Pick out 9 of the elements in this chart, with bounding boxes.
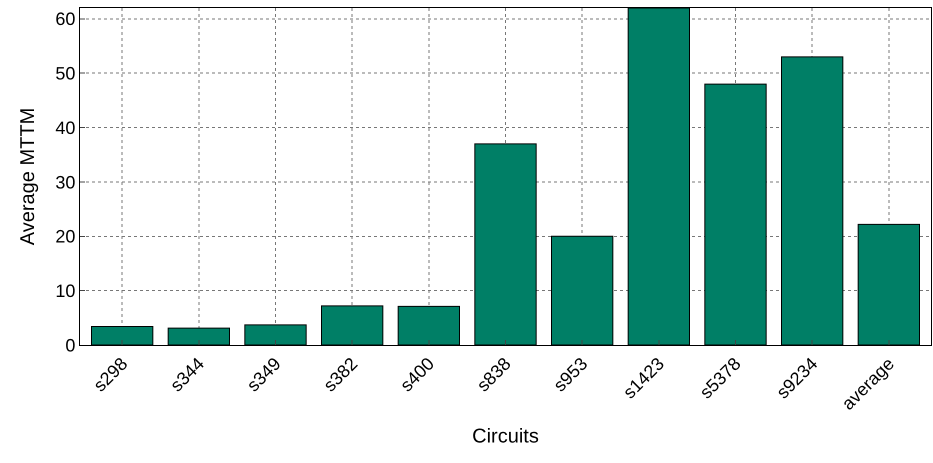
y-tick-label: 20 [55, 226, 76, 247]
y-tick-label: 0 [65, 335, 76, 356]
y-tick-label: 10 [55, 280, 76, 301]
y-tick-label: 50 [55, 64, 76, 84]
y-tick-label: 60 [55, 9, 76, 30]
x-axis-title: Circuits [472, 425, 539, 448]
y-axis-title: Average MTTM [16, 108, 39, 246]
y-tick-label: 30 [55, 172, 76, 192]
y-tick-label: 40 [55, 118, 76, 138]
